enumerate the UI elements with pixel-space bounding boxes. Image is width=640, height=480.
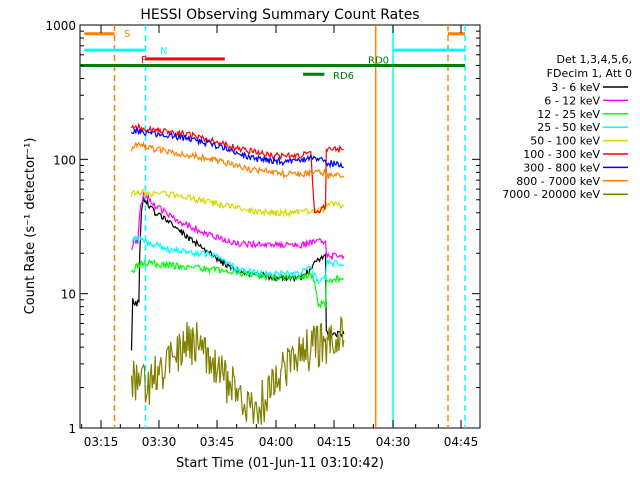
series-line-8 (130, 315, 345, 425)
flag-label-s: S (124, 29, 130, 40)
legend-item-label-7: 800 - 7000 keV (516, 175, 600, 188)
legend-item-label-5: 100 - 300 keV (523, 148, 600, 161)
flag-label-rd6: RD6 (333, 71, 354, 82)
series-line-7 (130, 140, 345, 180)
x-tick-label-5: 04:30 (376, 435, 411, 449)
legend: Det 1,3,4,5,6, FDecim 1, Att 0 3 - 6 keV… (502, 53, 632, 201)
legend-title-line1: Det 1,3,4,5,6, (556, 53, 632, 66)
x-tick-label-2: 03:45 (200, 435, 235, 449)
x-axis-label: Start Time (01-Jun-11 03:10:42) (176, 456, 384, 471)
legend-title-line2: FDecim 1, Att 0 (547, 67, 632, 80)
y-tick-label-1: 10 (61, 288, 76, 302)
series-line-3 (131, 235, 345, 285)
series-line-4 (130, 188, 345, 219)
flag-label-f: F (141, 55, 147, 66)
flag-label-rd0: RD0 (368, 55, 389, 66)
legend-item-label-6: 300 - 800 keV (523, 161, 600, 174)
legend-item-label-4: 50 - 100 keV (530, 135, 600, 148)
x-tick-label-1: 03:30 (142, 435, 177, 449)
series-line-6 (131, 126, 345, 169)
x-tick-label-0: 03:15 (84, 435, 119, 449)
legend-item-label-0: 3 - 6 keV (551, 81, 600, 94)
x-tick-label-6: 04:45 (444, 435, 479, 449)
flag-label-n: N (160, 46, 167, 57)
series-line-1 (130, 191, 345, 261)
legend-item-label-3: 25 - 50 keV (537, 121, 600, 134)
legend-item-label-8: 7000 - 20000 keV (502, 188, 600, 201)
y-axis-label: Count Rate (s⁻¹ detector⁻¹) (23, 138, 38, 315)
x-tick-label-3: 04:00 (259, 435, 294, 449)
series-line-5 (130, 122, 344, 214)
plot-area: S N F RD0 RD6 (80, 25, 466, 428)
plot-frame (79, 24, 481, 429)
legend-item-label-2: 12 - 25 keV (537, 108, 600, 121)
y-tick-label-2: 100 (53, 153, 76, 167)
x-tick-label-4: 04:15 (317, 435, 352, 449)
y-tick-label-3: 1000 (45, 19, 76, 33)
legend-item-label-1: 6 - 12 keV (544, 94, 600, 107)
chart-title: HESSI Observing Summary Count Rates (140, 7, 419, 23)
y-tick-label-0: 1 (68, 422, 76, 436)
series-line-2 (131, 258, 344, 310)
